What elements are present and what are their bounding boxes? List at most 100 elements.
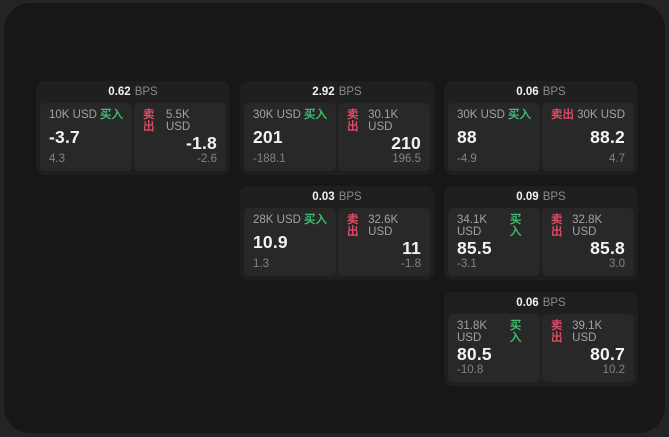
bps-unit-label: BPS (134, 86, 158, 98)
buy-top-line: 30K USD 买入 (457, 109, 531, 122)
bps-value: 0.06 (516, 86, 539, 98)
bps-unit-label: BPS (338, 86, 362, 98)
app-background: 0.62 BPS 10K USD 买入 -3.7 4.3 卖出 5.5K USD (4, 3, 665, 433)
sell-price: -1.8 (186, 132, 217, 153)
bps-unit-label: BPS (542, 86, 566, 98)
buy-side-label: 买入 (509, 320, 522, 344)
sell-side-label: 卖出 (347, 109, 359, 133)
sell-side-label: 卖出 (551, 214, 563, 238)
bps-unit-label: BPS (338, 191, 362, 203)
sell-top-line: 卖出 32.8K USD (551, 214, 625, 238)
quote-card: 0.03 BPS 28K USD 买入 10.9 1.3 卖出 32.6K US… (240, 186, 434, 280)
card-header: 2.92 BPS (240, 81, 434, 103)
buy-change: -4.9 (457, 152, 477, 165)
sell-top-line: 卖出 30K USD (551, 109, 625, 122)
buy-change: 4.3 (49, 152, 65, 165)
buy-price: 10.9 (253, 231, 288, 252)
sell-notional: 39.1K USD (572, 320, 603, 344)
buy-change: -188.1 (253, 152, 286, 165)
sell-panel[interactable]: 卖出 39.1K USD 80.7 10.2 (542, 314, 634, 382)
sell-price: 210 (391, 132, 421, 153)
sell-panel[interactable]: 卖出 30.1K USD 210 196.5 (338, 103, 430, 171)
buy-side-label: 买入 (304, 214, 327, 226)
buy-side-label: 买入 (508, 109, 531, 121)
sell-notional: 32.8K USD (572, 214, 603, 238)
buy-notional: 28K USD (253, 214, 301, 226)
quote-card: 0.62 BPS 10K USD 买入 -3.7 4.3 卖出 5.5K USD (36, 81, 230, 175)
buy-top-line: 31.8K USD 买入 (457, 320, 531, 344)
buy-side-label: 买入 (509, 214, 522, 238)
buy-panel[interactable]: 30K USD 买入 88 -4.9 (448, 103, 540, 171)
sell-panel[interactable]: 卖出 32.6K USD 11 -1.8 (338, 208, 430, 276)
sell-change: -2.6 (197, 152, 217, 165)
bps-value: 0.06 (516, 297, 539, 309)
card-body: 34.1K USD 买入 85.5 -3.1 卖出 32.8K USD 85.8… (448, 208, 634, 276)
sell-price: 85.8 (590, 237, 625, 258)
sell-top-line: 卖出 30.1K USD (347, 109, 421, 133)
sell-panel[interactable]: 卖出 30K USD 88.2 4.7 (542, 103, 634, 171)
sell-notional: 5.5K USD (165, 109, 191, 133)
buy-panel[interactable]: 30K USD 买入 201 -188.1 (244, 103, 336, 171)
buy-top-line: 28K USD 买入 (253, 214, 327, 227)
buy-change: -10.8 (457, 363, 484, 376)
buy-notional: 30K USD (253, 109, 301, 121)
sell-top-line: 卖出 32.6K USD (347, 214, 421, 238)
card-header: 0.03 BPS (240, 186, 434, 208)
sell-notional: 30.1K USD (368, 109, 399, 133)
buy-notional: 30K USD (457, 109, 505, 121)
card-header: 0.06 BPS (444, 292, 638, 314)
bps-value: 0.62 (108, 86, 131, 98)
sell-change: 196.5 (392, 152, 421, 165)
bps-value: 0.03 (312, 191, 335, 203)
buy-change: 1.3 (253, 257, 269, 270)
sell-price: 11 (402, 237, 421, 258)
buy-price: 80.5 (457, 343, 492, 364)
buy-notional: 10K USD (49, 109, 97, 121)
buy-price: -3.7 (49, 126, 80, 147)
quote-card: 0.06 BPS 31.8K USD 买入 80.5 -10.8 卖出 39.1… (444, 292, 638, 386)
bps-value: 2.92 (312, 86, 335, 98)
quote-card: 0.09 BPS 34.1K USD 买入 85.5 -3.1 卖出 32.8K… (444, 186, 638, 280)
sell-side-label: 卖出 (551, 109, 574, 121)
buy-top-line: 30K USD 买入 (253, 109, 327, 122)
card-header: 0.06 BPS (444, 81, 638, 103)
buy-panel[interactable]: 28K USD 买入 10.9 1.3 (244, 208, 336, 276)
sell-change: -1.8 (401, 257, 421, 270)
sell-top-line: 卖出 5.5K USD (143, 109, 217, 133)
buy-notional: 31.8K USD (457, 320, 488, 344)
buy-panel[interactable]: 31.8K USD 买入 80.5 -10.8 (448, 314, 540, 382)
buy-panel[interactable]: 34.1K USD 买入 85.5 -3.1 (448, 208, 540, 276)
card-body: 10K USD 买入 -3.7 4.3 卖出 5.5K USD -1.8 -2.… (40, 103, 226, 171)
sell-side-label: 卖出 (551, 320, 563, 344)
sell-side-label: 卖出 (143, 109, 155, 133)
sell-top-line: 卖出 39.1K USD (551, 320, 625, 344)
bps-unit-label: BPS (542, 191, 566, 203)
sell-price: 88.2 (590, 126, 625, 147)
sell-change: 3.0 (609, 257, 625, 270)
buy-side-label: 买入 (304, 109, 327, 121)
buy-price: 85.5 (457, 237, 492, 258)
quote-card: 2.92 BPS 30K USD 买入 201 -188.1 卖出 30.1K … (240, 81, 434, 175)
buy-notional: 34.1K USD (457, 214, 488, 238)
card-header: 0.09 BPS (444, 186, 638, 208)
card-body: 28K USD 买入 10.9 1.3 卖出 32.6K USD 11 -1.8 (244, 208, 430, 276)
sell-notional: 30K USD (577, 109, 625, 121)
card-body: 30K USD 买入 201 -188.1 卖出 30.1K USD 210 1… (244, 103, 430, 171)
buy-panel[interactable]: 10K USD 买入 -3.7 4.3 (40, 103, 132, 171)
card-body: 30K USD 买入 88 -4.9 卖出 30K USD 88.2 4.7 (448, 103, 634, 171)
sell-change: 4.7 (609, 152, 625, 165)
sell-price: 80.7 (590, 343, 625, 364)
bps-value: 0.09 (516, 191, 539, 203)
card-header: 0.62 BPS (36, 81, 230, 103)
buy-top-line: 34.1K USD 买入 (457, 214, 531, 238)
sell-panel[interactable]: 卖出 32.8K USD 85.8 3.0 (542, 208, 634, 276)
buy-top-line: 10K USD 买入 (49, 109, 123, 122)
card-body: 31.8K USD 买入 80.5 -10.8 卖出 39.1K USD 80.… (448, 314, 634, 382)
sell-side-label: 卖出 (347, 214, 359, 238)
buy-price: 88 (457, 126, 477, 147)
sell-panel[interactable]: 卖出 5.5K USD -1.8 -2.6 (134, 103, 226, 171)
buy-side-label: 买入 (100, 109, 123, 121)
quote-card: 0.06 BPS 30K USD 买入 88 -4.9 卖出 30K USD (444, 81, 638, 175)
sell-change: 10.2 (602, 363, 625, 376)
